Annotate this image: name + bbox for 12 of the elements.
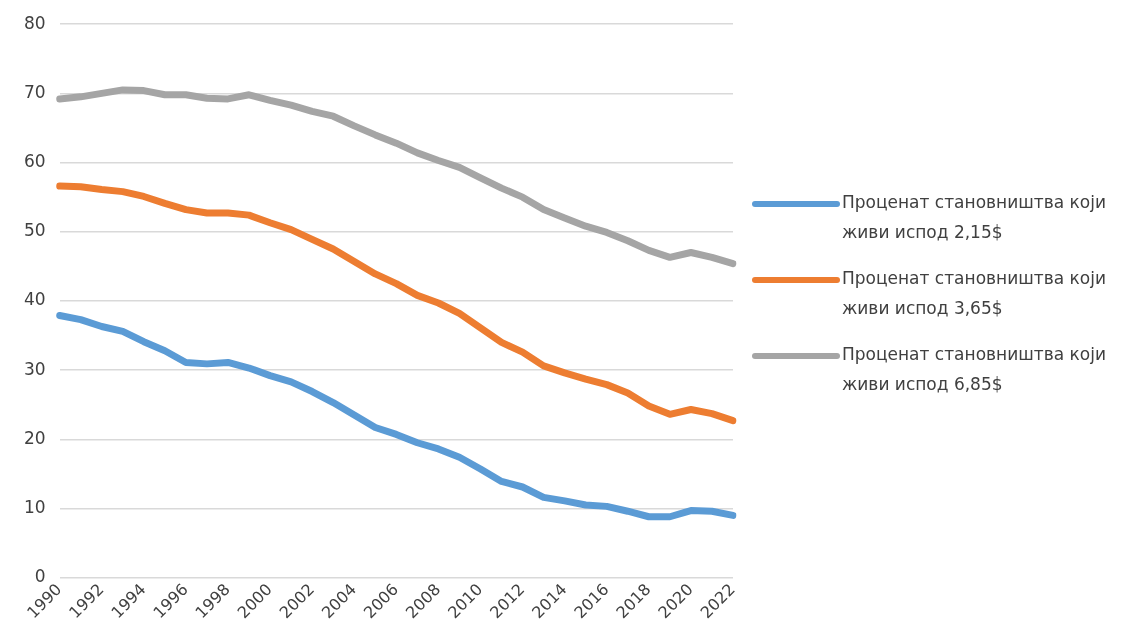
y-tick-label: 30 [23, 358, 46, 379]
y-tick-label: 40 [23, 289, 46, 310]
y-tick-label: 80 [23, 12, 46, 33]
y-tick-label: 0 [34, 566, 46, 587]
y-tick-label: 10 [23, 496, 46, 517]
y-tick-label: 50 [23, 220, 46, 241]
y-tick-label: 60 [23, 150, 46, 171]
legend-label: Проценат становништва који живи испод 3,65$ [842, 268, 1106, 319]
legend-label: Проценат становништва који живи испод 2,15$ [842, 192, 1106, 243]
y-tick-label: 70 [23, 81, 46, 102]
y-tick-label: 20 [23, 427, 46, 448]
legend-label: Проценат становништва који живи испод 6,85$ [842, 344, 1106, 395]
